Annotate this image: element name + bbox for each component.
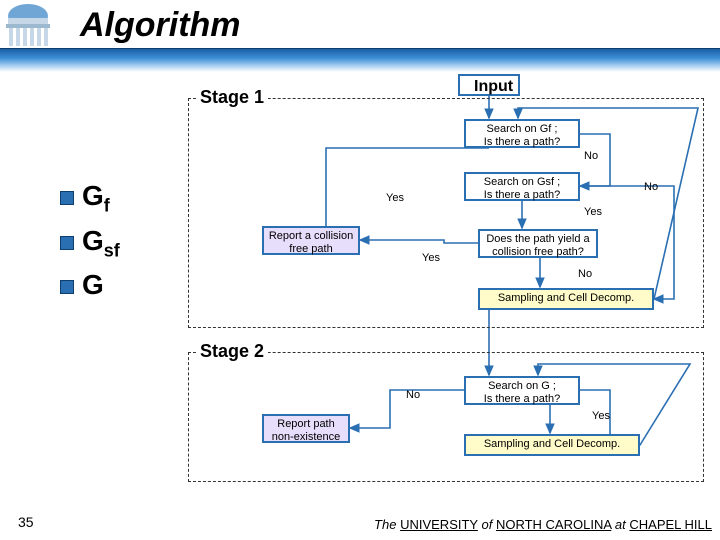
edge-no: No [584,150,598,162]
page-number: 35 [18,514,34,530]
edge-yes: Yes [422,252,440,264]
algorithm-flowchart: Stage 1 Stage 2 Input Search on Gf ;Is t… [178,74,710,494]
bullet-item: G [60,269,120,306]
edge-yes: Yes [386,192,404,204]
footer-affiliation: The UNIVERSITY of NORTH CAROLINA at CHAP… [374,517,712,532]
header-banner [0,48,720,72]
edge-yes: Yes [592,410,610,422]
decision-search-g: Search on G ;Is there a path? [464,376,580,405]
stage1-label: Stage 1 [196,87,268,108]
edge-no: No [644,181,658,193]
bullet-item: Gsf [60,225,120,262]
stage2-label: Stage 2 [196,341,268,362]
edge-no: No [578,268,592,280]
sampling-cell-decomp-2: Sampling and Cell Decomp. [464,434,640,456]
slide-title: Algorithm [80,6,241,45]
decision-search-gsf: Search on Gsf ;Is there a path? [464,172,580,201]
report-non-existence: Report pathnon-existence [262,414,350,443]
decision-path-collision-free: Does the path yield acollision free path… [478,229,598,258]
report-collision-free: Report a collisionfree path [262,226,360,255]
dome-icon [0,0,70,50]
edge-no: No [406,389,420,401]
edge-yes: Yes [584,206,602,218]
sampling-cell-decomp-1: Sampling and Cell Decomp. [478,288,654,310]
bullet-list: Gf Gsf G [60,180,120,314]
bullet-item: Gf [60,180,120,217]
decision-search-gf: Search on Gf ;Is there a path? [464,119,580,148]
input-node: Input [458,74,520,96]
